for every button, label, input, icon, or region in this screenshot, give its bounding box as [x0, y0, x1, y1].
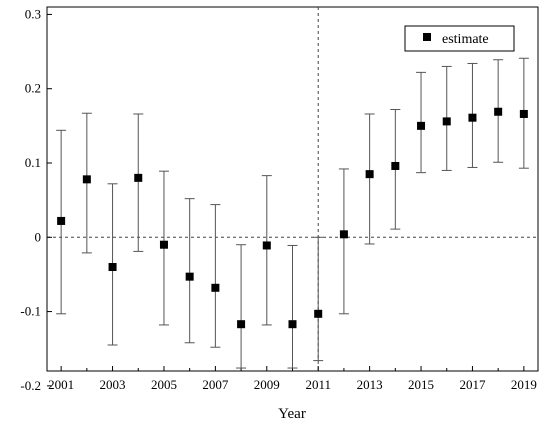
- y-tick-label: -0.2: [20, 378, 41, 393]
- estimate-point: [185, 272, 194, 281]
- reference-lines: [47, 7, 538, 371]
- error-bar: [184, 198, 195, 344]
- error-bar: [210, 204, 221, 348]
- estimate-point: [519, 109, 528, 118]
- estimate-point: [82, 175, 91, 184]
- estimate-point: [442, 117, 451, 126]
- y-tick-label: -0.1: [20, 304, 41, 319]
- estimate-point: [494, 107, 503, 116]
- estimate-point: [159, 240, 168, 249]
- estimate-point: [237, 320, 246, 329]
- legend-box: [404, 25, 515, 52]
- x-axis: 2001 2003 2005 2007 2009 2011 2013 2015 2017 2019: [48, 366, 537, 392]
- x-tick-label: 2007: [202, 377, 229, 392]
- x-axis-title: Year: [278, 406, 306, 422]
- error-bar: [236, 244, 247, 369]
- x-tick-label: 2015: [408, 377, 434, 392]
- estimate-point: [108, 263, 117, 271]
- estimate-point: [57, 216, 66, 225]
- error-bar: [338, 168, 349, 315]
- x-tick-label: 2017: [459, 377, 486, 392]
- estimate-point: [468, 113, 477, 122]
- error-bar: [364, 113, 375, 245]
- x-tick-label: 2013: [357, 377, 383, 392]
- error-bar: [133, 113, 144, 252]
- estimate-point: [339, 230, 348, 239]
- y-tick-label: 0.1: [25, 155, 41, 170]
- estimate-point: [211, 283, 220, 292]
- estimate-point: [417, 121, 426, 130]
- estimate-point: [134, 173, 143, 182]
- estimate-point: [314, 309, 323, 318]
- x-tick-label: 2001: [48, 377, 74, 392]
- legend: estimate: [404, 25, 515, 52]
- legend-label: estimate: [442, 32, 489, 47]
- x-tick-label: 2009: [254, 377, 280, 392]
- y-tick-label: 0.2: [25, 81, 41, 96]
- y-axis: -0.2 -0.1 0 0.1 0.2 0.3: [20, 6, 52, 393]
- legend-marker: [423, 33, 431, 41]
- estimate-point: [391, 161, 400, 170]
- estimate-point: [262, 241, 271, 250]
- data-markers: [57, 107, 528, 329]
- estimate-point: [288, 320, 297, 329]
- x-tick-label: 2011: [305, 377, 331, 392]
- y-tick-label: 0.3: [25, 6, 41, 21]
- x-tick-label: 2005: [151, 377, 177, 392]
- x-tick-label: 2019: [511, 377, 537, 392]
- y-tick-label: 0: [35, 229, 42, 244]
- error-bar: [287, 244, 298, 369]
- estimate-point: [365, 170, 374, 179]
- x-tick-label: 2003: [100, 377, 126, 392]
- error-bar: [313, 236, 324, 362]
- error-bar: [261, 175, 272, 326]
